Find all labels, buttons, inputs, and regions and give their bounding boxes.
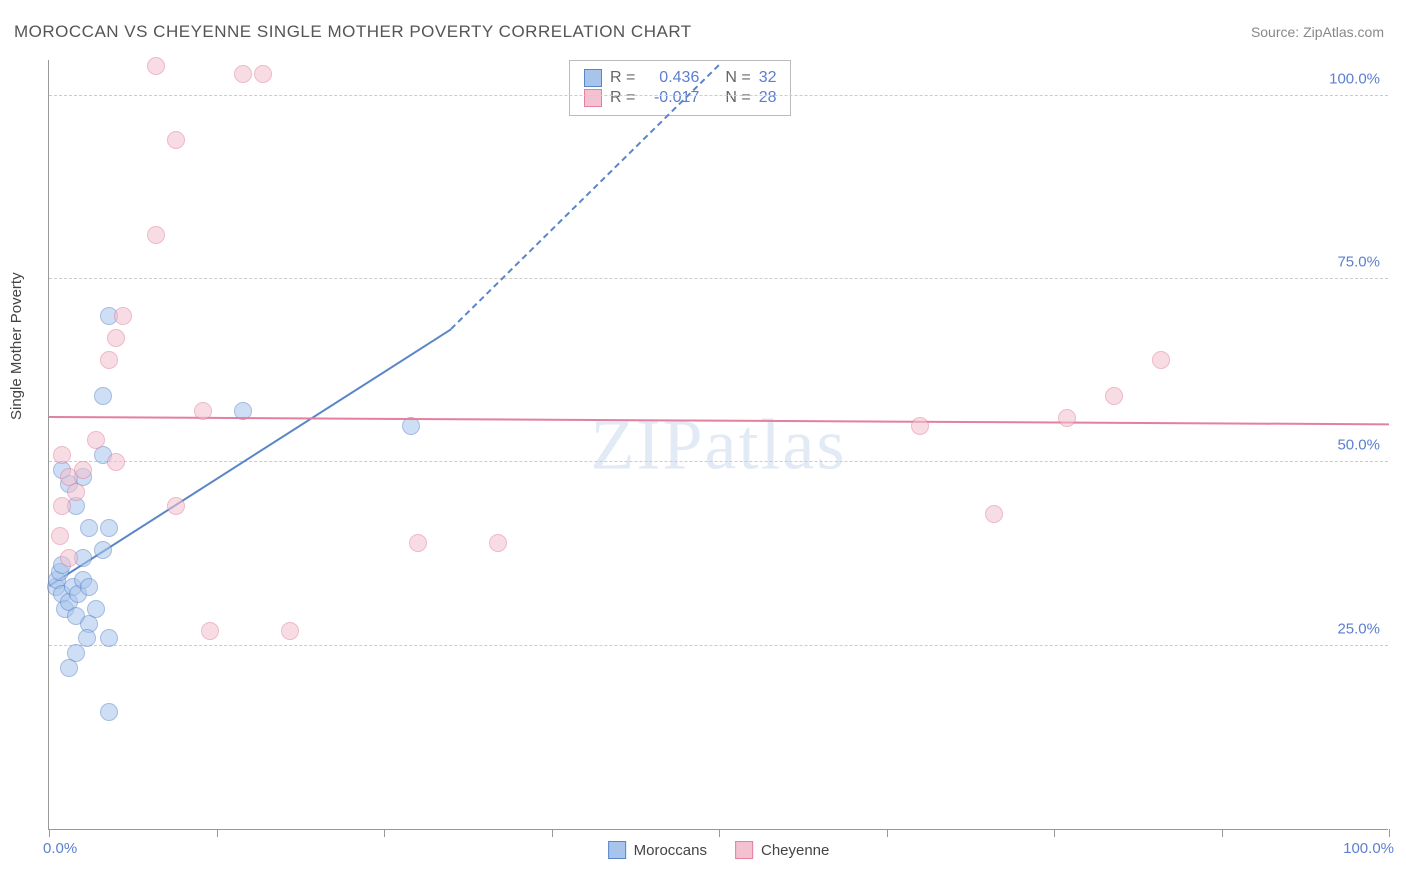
data-point-cheyenne — [201, 622, 219, 640]
data-point-moroccans — [100, 519, 118, 537]
swatch-icon — [735, 841, 753, 859]
x-tick-mark — [384, 829, 385, 837]
y-tick-label: 50.0% — [1337, 437, 1390, 454]
swatch-icon — [584, 69, 602, 87]
x-tick-mark — [1222, 829, 1223, 837]
x-tick-mark — [887, 829, 888, 837]
x-tick-mark — [1054, 829, 1055, 837]
data-point-cheyenne — [100, 351, 118, 369]
data-point-cheyenne — [985, 505, 1003, 523]
legend-label: Cheyenne — [761, 842, 829, 859]
data-point-cheyenne — [107, 453, 125, 471]
n-label: N = — [725, 89, 750, 107]
data-point-cheyenne — [254, 65, 272, 83]
y-tick-label: 100.0% — [1329, 70, 1390, 87]
data-point-cheyenne — [234, 65, 252, 83]
x-tick-mark — [1389, 829, 1390, 837]
data-point-moroccans — [80, 519, 98, 537]
gridline-h — [49, 95, 1388, 96]
data-point-cheyenne — [87, 431, 105, 449]
data-point-cheyenne — [1152, 351, 1170, 369]
data-point-cheyenne — [194, 402, 212, 420]
r-label: R = — [610, 69, 635, 87]
data-point-cheyenne — [911, 417, 929, 435]
gridline-h — [49, 645, 1388, 646]
data-point-cheyenne — [74, 461, 92, 479]
stats-legend: R =0.436N =32R =-0.017N =28 — [569, 60, 791, 116]
legend-item: Moroccans — [608, 841, 707, 859]
source-attribution: Source: ZipAtlas.com — [1251, 24, 1384, 40]
trend-line — [49, 416, 1389, 425]
n-label: N = — [725, 69, 750, 87]
data-point-cheyenne — [167, 497, 185, 515]
series-legend: Moroccans Cheyenne — [608, 841, 830, 859]
data-point-moroccans — [100, 703, 118, 721]
data-point-cheyenne — [409, 534, 427, 552]
r-value: 0.436 — [643, 69, 699, 87]
data-point-cheyenne — [281, 622, 299, 640]
data-point-cheyenne — [114, 307, 132, 325]
n-value: 28 — [759, 89, 777, 107]
data-point-cheyenne — [489, 534, 507, 552]
scatter-plot-area: ZIPatlas R =0.436N =32R =-0.017N =28 0.0… — [48, 60, 1388, 830]
data-point-cheyenne — [1058, 409, 1076, 427]
data-point-cheyenne — [147, 226, 165, 244]
x-axis-max-label: 100.0% — [1343, 840, 1394, 857]
gridline-h — [49, 278, 1388, 279]
data-point-cheyenne — [1105, 387, 1123, 405]
data-point-cheyenne — [147, 57, 165, 75]
data-point-moroccans — [87, 600, 105, 618]
gridline-h — [49, 461, 1388, 462]
x-tick-mark — [217, 829, 218, 837]
chart-title: MOROCCAN VS CHEYENNE SINGLE MOTHER POVER… — [14, 22, 692, 42]
x-tick-mark — [719, 829, 720, 837]
data-point-cheyenne — [53, 446, 71, 464]
stats-legend-row: R = 0.436 N = 32 — [584, 69, 776, 87]
r-label: R = — [610, 89, 635, 107]
swatch-icon — [608, 841, 626, 859]
data-point-moroccans — [100, 629, 118, 647]
data-point-cheyenne — [51, 527, 69, 545]
data-point-moroccans — [94, 387, 112, 405]
data-point-moroccans — [94, 541, 112, 559]
data-point-cheyenne — [60, 549, 78, 567]
n-value: 32 — [759, 69, 777, 87]
x-tick-mark — [552, 829, 553, 837]
y-tick-label: 75.0% — [1337, 254, 1390, 271]
data-point-moroccans — [80, 578, 98, 596]
data-point-cheyenne — [167, 131, 185, 149]
x-axis-min-label: 0.0% — [43, 840, 77, 857]
data-point-cheyenne — [53, 497, 71, 515]
watermark: ZIPatlas — [591, 403, 847, 486]
data-point-moroccans — [60, 659, 78, 677]
y-axis-label: Single Mother Poverty — [8, 272, 25, 420]
legend-item: Cheyenne — [735, 841, 829, 859]
y-tick-label: 25.0% — [1337, 620, 1390, 637]
data-point-cheyenne — [107, 329, 125, 347]
x-tick-mark — [49, 829, 50, 837]
legend-label: Moroccans — [634, 842, 707, 859]
swatch-icon — [584, 89, 602, 107]
